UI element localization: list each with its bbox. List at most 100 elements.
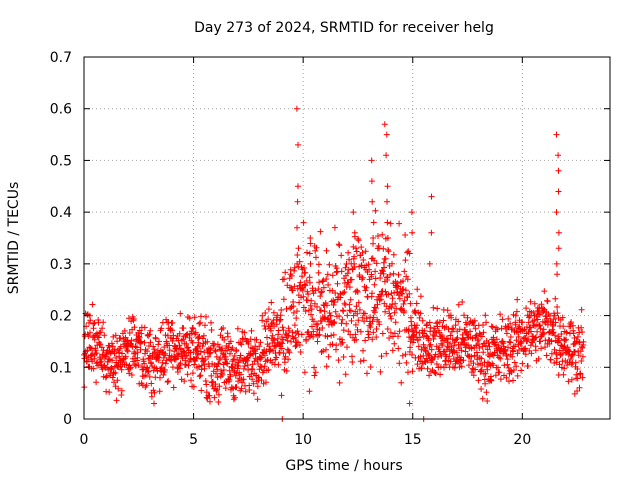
- data-point: [407, 344, 414, 351]
- data-point: [505, 364, 512, 371]
- data-point: [355, 299, 362, 306]
- data-point: [306, 388, 313, 395]
- data-point: [390, 251, 397, 258]
- data-point: [313, 244, 320, 251]
- data-point: [396, 220, 403, 227]
- data-point: [353, 248, 360, 255]
- data-point: [395, 333, 401, 340]
- data-point: [324, 333, 331, 340]
- data-point: [185, 362, 192, 369]
- data-point: [559, 350, 566, 357]
- data-point: [219, 350, 226, 357]
- data-point: [89, 301, 96, 308]
- data-point: [316, 279, 323, 286]
- data-point: [197, 348, 204, 355]
- data-point: [394, 289, 401, 296]
- data-point: [435, 364, 442, 371]
- data-point: [416, 334, 423, 341]
- data-point: [280, 327, 287, 334]
- data-point: [338, 268, 345, 275]
- data-point: [204, 338, 211, 345]
- data-point: [556, 361, 563, 368]
- data-point: [501, 362, 508, 369]
- data-point: [220, 367, 227, 373]
- data-point: [513, 337, 520, 344]
- data-point: [408, 209, 415, 216]
- data-point: [319, 288, 325, 295]
- data-point: [306, 250, 313, 257]
- data-point: [312, 287, 319, 294]
- data-point: [553, 355, 560, 362]
- data-point: [538, 345, 545, 352]
- data-point: [310, 333, 317, 340]
- data-point: [389, 295, 396, 302]
- data-point: [492, 341, 499, 348]
- data-point: [579, 353, 586, 360]
- data-point: [368, 157, 375, 164]
- data-point: [207, 398, 213, 405]
- data-point: [577, 371, 584, 378]
- data-point: [434, 305, 441, 312]
- data-point: [198, 362, 205, 369]
- data-point: [505, 324, 512, 331]
- data-point: [312, 369, 319, 376]
- data-point: [403, 273, 410, 280]
- data-point: [310, 318, 317, 325]
- grid-lines: [84, 57, 610, 419]
- data-point: [384, 219, 391, 226]
- data-point: [578, 324, 585, 331]
- data-point: [135, 362, 142, 369]
- data-point: [369, 198, 376, 205]
- data-point: [402, 287, 409, 294]
- data-point: [160, 371, 167, 378]
- data-point: [525, 329, 532, 336]
- data-point: [152, 335, 159, 342]
- data-point: [235, 378, 242, 385]
- data-point: [222, 385, 229, 392]
- data-point: [400, 301, 407, 307]
- data-point: [417, 293, 424, 300]
- data-point: [459, 299, 466, 305]
- data-point: [90, 365, 97, 372]
- data-point: [414, 361, 421, 368]
- data-point: [555, 245, 562, 252]
- data-point: [398, 379, 405, 386]
- data-point: [503, 330, 510, 337]
- data-point: [525, 336, 532, 343]
- data-point: [174, 369, 181, 375]
- data-point: [221, 336, 228, 343]
- data-point: [169, 319, 176, 326]
- data-point: [489, 324, 496, 330]
- data-point: [368, 255, 375, 262]
- data-point: [254, 396, 261, 403]
- data-point: [296, 299, 303, 306]
- data-point: [289, 329, 296, 336]
- data-point: [295, 141, 301, 148]
- data-point: [502, 348, 509, 354]
- data-point: [387, 329, 394, 336]
- data-point: [184, 331, 191, 338]
- data-point: [212, 348, 219, 355]
- data-point: [340, 354, 347, 360]
- data-point: [442, 361, 449, 368]
- data-point: [431, 325, 438, 332]
- data-point: [468, 345, 475, 352]
- data-point: [503, 352, 510, 359]
- data-point: [329, 272, 336, 279]
- data-point: [556, 337, 563, 344]
- data-point: [196, 320, 203, 327]
- data-point: [527, 298, 534, 305]
- data-point: [364, 370, 370, 377]
- data-point: [281, 359, 288, 366]
- data-point: [313, 254, 319, 261]
- data-point: [316, 331, 323, 338]
- data-point: [484, 366, 491, 373]
- data-point: [288, 272, 295, 279]
- data-point: [356, 306, 363, 313]
- data-point: [325, 353, 332, 360]
- data-point: [554, 310, 561, 317]
- data-point: [449, 325, 456, 332]
- data-point: [248, 371, 255, 378]
- data-point: [398, 290, 405, 297]
- data-point: [90, 325, 97, 332]
